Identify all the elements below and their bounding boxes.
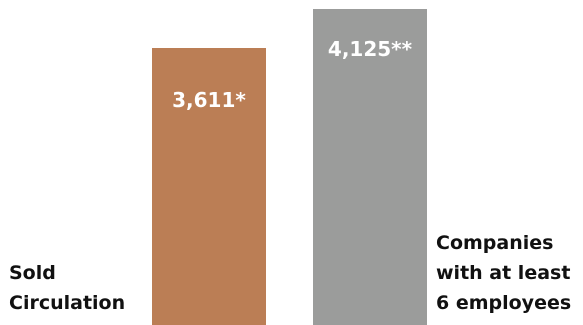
category-label-companies: Companies with at least 6 employees	[436, 228, 571, 318]
category-label-line: Sold	[9, 262, 56, 284]
category-label-line: Companies	[436, 232, 554, 254]
category-label-sold-circulation: Sold Circulation	[9, 258, 125, 318]
category-label-line: 6 employees	[436, 292, 572, 314]
bar-sold-circulation: 3,611*	[152, 48, 266, 325]
category-label-line: with at least	[436, 262, 571, 284]
bar-companies-6-employees: 4,125**	[313, 9, 427, 325]
bar-value-label: 3,611*	[172, 88, 246, 112]
category-label-line: Circulation	[9, 292, 126, 314]
bar-value-label: 4,125**	[327, 37, 413, 61]
